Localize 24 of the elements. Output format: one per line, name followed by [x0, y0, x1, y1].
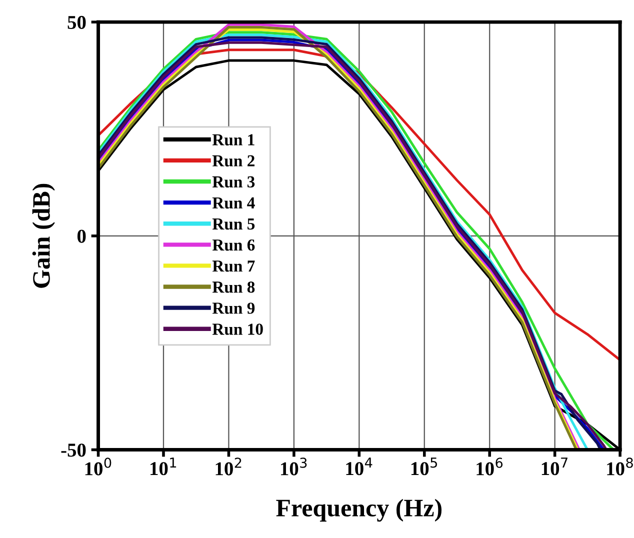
x-tick-label: 10$^{7}$ — [542, 458, 568, 476]
legend-label: Run 9 — [212, 302, 255, 314]
x-tick-label: 10$^{1}$ — [150, 458, 176, 476]
y-axis-title: Gain (dB) — [32, 184, 55, 288]
x-tick-label: 10$^{5}$ — [411, 458, 437, 476]
y-tick-label: 0 — [77, 230, 86, 243]
y-tick-label: -50 — [61, 444, 86, 457]
legend-label: Run 4 — [212, 197, 255, 209]
legend-label: Run 6 — [212, 239, 255, 251]
x-tick-label: 10$^{8}$ — [607, 458, 633, 476]
legend-label: Run 3 — [212, 176, 255, 188]
x-tick-label: 10$^{6}$ — [476, 458, 503, 476]
legend-label: Run 5 — [212, 218, 255, 230]
legend-label: Run 10 — [212, 324, 263, 335]
x-axis-title: Frequency (Hz) — [276, 498, 442, 522]
legend-label: Run 7 — [212, 260, 255, 272]
x-tick-label: 10$^{3}$ — [281, 458, 307, 476]
legend-label: Run 2 — [212, 155, 254, 166]
legend-label: Run 8 — [212, 282, 255, 293]
x-tick-label: 10$^{4}$ — [346, 458, 372, 476]
x-tick-label: 10$^{0}$ — [85, 458, 112, 476]
y-tick-label: 50 — [68, 16, 86, 29]
legend-label: Run 1 — [212, 134, 254, 146]
x-tick-label: 10$^{2}$ — [216, 458, 242, 476]
